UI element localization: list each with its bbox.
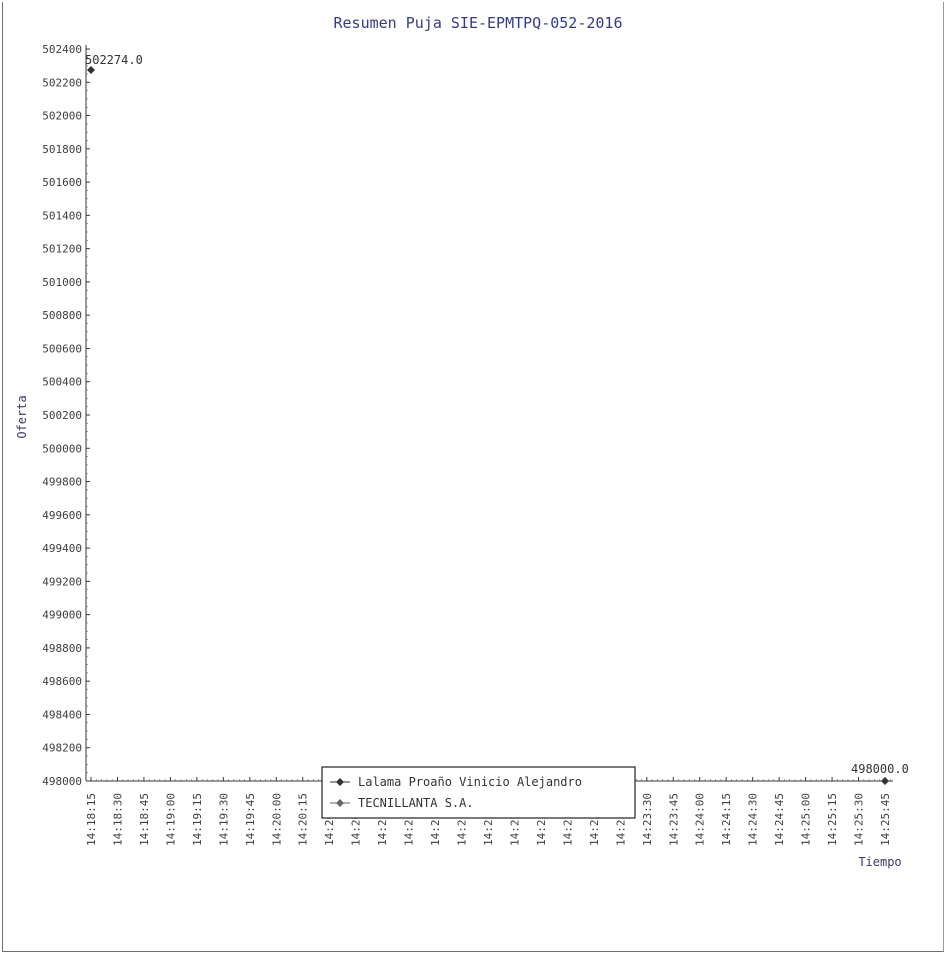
x-tick-label: 14:23:45 (667, 793, 680, 846)
y-tick-label: 499800 (42, 476, 82, 489)
x-tick-label: 14:18:30 (111, 793, 124, 846)
x-axis-label: Tiempo (858, 855, 901, 869)
y-tick-label: 500800 (42, 309, 82, 322)
x-tick-label: 14:20:00 (270, 793, 283, 846)
legend-marker (336, 778, 344, 786)
y-tick-label: 499200 (42, 575, 82, 588)
y-tick-label: 498200 (42, 742, 82, 755)
y-tick-label: 501800 (42, 143, 82, 156)
y-tick-label: 502000 (42, 110, 82, 123)
series-layer (87, 65, 889, 785)
y-tick-label: 499000 (42, 609, 82, 622)
y-axis-label: Oferta (15, 395, 29, 438)
x-tick-label: 14:24:15 (720, 793, 733, 846)
y-tick-label: 502400 (42, 43, 82, 56)
x-tick-label: 14:23:30 (641, 793, 654, 846)
x-tick-label: 14:18:15 (85, 793, 98, 846)
x-tick-label: 14:25:30 (853, 793, 866, 846)
chart-title: Resumen Puja SIE-EPMTPQ-052-2016 (334, 14, 623, 32)
x-tick-label: 14:24:45 (773, 793, 786, 846)
legend-box (321, 766, 636, 819)
y-tick-label: 502200 (42, 76, 82, 89)
y-tick-label: 498400 (42, 708, 82, 721)
y-axis: 498000 498200 498400 498600 498800 499000 4992… (42, 43, 90, 788)
y-tick-label: 498600 (42, 675, 82, 688)
y-tick-label: 501600 (42, 176, 82, 189)
x-tick-label: 14:19:45 (244, 793, 257, 846)
y-tick-label: 500200 (42, 409, 82, 422)
y-tick-label: 498000 (42, 775, 82, 788)
y-tick-label: 500600 (42, 342, 82, 355)
legend-marker (336, 799, 344, 807)
y-tick-label: 500000 (42, 442, 82, 455)
annotation-layer: 502274.0 498000.0 (85, 53, 909, 776)
y-tick-label: 500400 (42, 376, 82, 389)
legend: Lalama Proaño Vinicio Alejandro TECNILLAN… (321, 766, 636, 819)
y-tick-label: 501200 (42, 243, 82, 256)
x-tick-label: 14:24:30 (747, 793, 760, 846)
x-tick-label: 14:19:30 (217, 793, 230, 846)
y-tick-label: 501000 (42, 276, 82, 289)
x-tick-label: 14:25:15 (826, 793, 839, 846)
x-tick-label: 14:19:00 (164, 793, 177, 846)
series-point (87, 65, 95, 74)
data-label: 502274.0 (85, 53, 143, 67)
x-tick-label: 14:18:45 (138, 793, 151, 846)
x-tick-label: 14:20:15 (297, 793, 310, 846)
y-tick-label: 498800 (42, 642, 82, 655)
legend-entry: Lalama Proaño Vinicio Alejandro (358, 775, 582, 789)
series-point (881, 777, 889, 785)
x-tick-label: 14:19:15 (191, 793, 204, 846)
legend-entry: TECNILLANTA S.A. (358, 796, 474, 810)
x-tick-label: 14:25:45 (879, 793, 892, 846)
data-label: 498000.0 (851, 762, 909, 776)
y-tick-label: 499400 (42, 542, 82, 555)
x-tick-label: 14:24:00 (694, 793, 707, 846)
y-tick-label: 501400 (42, 209, 82, 222)
y-tick-label: 499600 (42, 509, 82, 522)
x-tick-label: 14:25:00 (800, 793, 813, 846)
